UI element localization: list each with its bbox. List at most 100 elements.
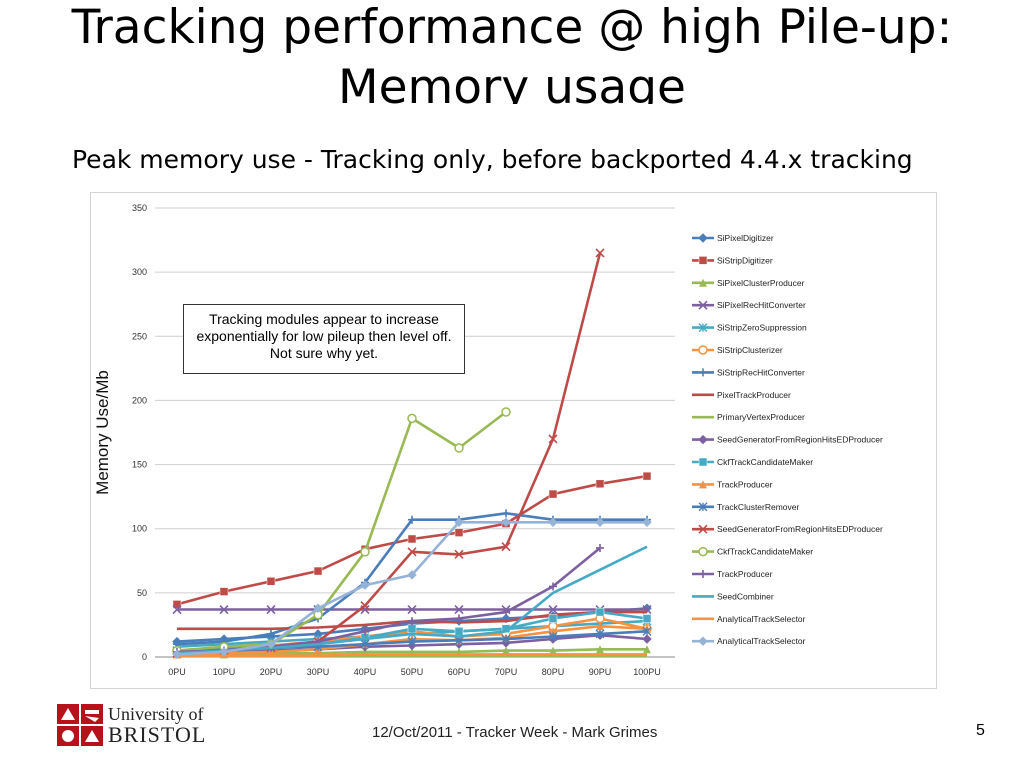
x-tick-label: 0PU: [168, 667, 186, 677]
data-point: [549, 646, 557, 655]
legend-marker: [698, 256, 708, 265]
x-tick-label: 10PU: [213, 667, 236, 677]
data-point: [502, 608, 510, 617]
data-point: [407, 624, 417, 634]
legend-marker: [699, 480, 707, 489]
y-tick-label: 200: [132, 395, 147, 405]
data-point: [454, 627, 464, 636]
y-tick-label: 0: [142, 652, 147, 662]
data-point: [549, 582, 557, 591]
data-point: [407, 637, 417, 647]
x-tick-label: 60PU: [448, 667, 471, 677]
legend-marker: [699, 570, 707, 578]
y-tick-label: 50: [137, 588, 147, 598]
data-point: [642, 614, 652, 623]
legend-entry: SiPixelRecHitConverter: [717, 300, 806, 310]
x-tick-label: 50PU: [401, 667, 424, 677]
legend-entry: SeedCombiner: [717, 591, 774, 601]
bristol-crest-icon: [57, 704, 103, 746]
x-tick-label: 20PU: [260, 667, 283, 677]
legend-marker: [698, 636, 708, 646]
legend-entry: SiStripZeroSuppression: [717, 323, 807, 333]
series-line: [176, 545, 648, 655]
data-point: [172, 649, 182, 660]
legend-marker: [698, 345, 708, 355]
data-point: [501, 407, 511, 417]
data-point: [595, 629, 605, 639]
y-tick-label: 350: [132, 203, 147, 213]
data-point: [266, 577, 276, 586]
data-point: [596, 622, 604, 631]
slide-title: Tracking performance @ high Pile-up: Mem…: [0, 0, 1024, 105]
logo-text-university: University of: [108, 704, 204, 724]
legend-marker: [698, 457, 708, 467]
data-point: [642, 626, 652, 636]
data-point: [454, 443, 464, 453]
data-point: [595, 479, 605, 489]
page-number: 5: [976, 722, 985, 739]
legend-entry: SiStripDigitizer: [717, 255, 773, 265]
data-point: [642, 471, 652, 481]
legend-entry: AnalyticalTrackSelector: [717, 614, 806, 624]
data-point: [548, 604, 558, 615]
legend-entry: SeedGeneratorFromRegionHitsEDProducer: [717, 524, 883, 534]
x-tick-label: 40PU: [354, 667, 377, 677]
data-point: [642, 517, 652, 528]
chart-annotation: Tracking modules appear to increase expo…: [183, 304, 465, 374]
data-point: [595, 248, 605, 258]
x-tick-label: 90PU: [589, 667, 612, 677]
chart-subtitle: Peak memory use - Tracking only, before …: [72, 145, 913, 174]
legend-entry: TrackClusterRemover: [717, 502, 800, 512]
data-point: [219, 587, 229, 596]
data-point: [548, 517, 558, 528]
legend-entry: CkfTrackCandidateMaker: [717, 457, 813, 467]
data-point: [219, 604, 229, 615]
series-line: [177, 653, 647, 657]
legend-marker: [699, 278, 707, 287]
legend-marker: [698, 524, 708, 534]
data-point: [454, 517, 464, 528]
logo-text-bristol: BRISTOL: [108, 722, 207, 747]
legend-entry: CkfTrackCandidateMaker: [717, 547, 813, 557]
data-point: [501, 634, 511, 644]
data-point: [455, 614, 463, 623]
data-point: [360, 639, 370, 649]
data-point: [595, 607, 605, 617]
data-point: [313, 566, 323, 576]
legend-marker: [698, 233, 708, 243]
legend-entry: PixelTrackProducer: [717, 390, 791, 400]
title-line-1: Tracking performance @ high Pile-up:: [71, 0, 953, 55]
legend-marker: [698, 546, 708, 557]
data-point: [360, 547, 370, 557]
legend-entry: SiPixelClusterProducer: [717, 278, 805, 288]
y-tick-label: 100: [132, 524, 147, 534]
data-point: [454, 528, 464, 537]
data-point: [360, 601, 370, 611]
y-axis-label: Memory Use/Mb: [93, 370, 112, 495]
data-point: [219, 647, 229, 657]
legend-entry: AnalyticalTrackSelector: [717, 636, 806, 646]
data-point: [548, 434, 558, 444]
data-point: [313, 603, 323, 613]
memory-usage-chart: 0 50 100 150 200 250 300 350 0PU 10PU 20PU 30PU 40PU…: [93, 203, 883, 677]
data-point: [266, 604, 276, 615]
legend-marker: [698, 502, 708, 512]
data-point: [408, 515, 416, 524]
data-point: [643, 645, 651, 654]
legend-entry: SiStripRecHitConverter: [717, 367, 805, 377]
legend-marker: [698, 323, 708, 333]
data-point: [360, 580, 370, 590]
legend-entry: SiPixelDigitizer: [717, 233, 774, 243]
data-point: [267, 629, 275, 638]
x-tick-label: 100PU: [633, 667, 661, 677]
legend-entry: TrackProducer: [717, 569, 773, 579]
data-point: [172, 604, 182, 615]
data-point: [407, 547, 417, 557]
data-point: [407, 570, 417, 580]
data-point: [361, 627, 369, 636]
data-point: [407, 534, 417, 544]
x-tick-label: 30PU: [307, 667, 330, 677]
data-point: [407, 413, 417, 424]
data-point: [501, 517, 511, 528]
data-point: [549, 627, 557, 636]
